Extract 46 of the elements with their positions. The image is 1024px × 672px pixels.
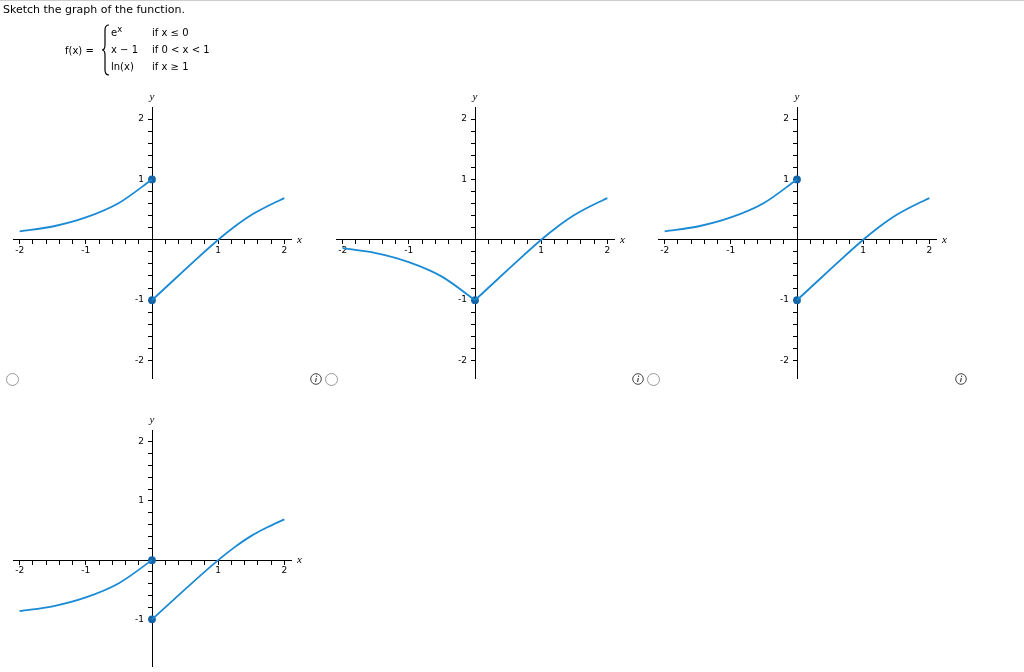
x-tick-label: 2 bbox=[281, 564, 288, 575]
text: ln(x) bbox=[111, 61, 134, 72]
text: f(x) = bbox=[65, 45, 94, 56]
x-axis-title: x bbox=[619, 232, 625, 245]
y-tick-label: -1 bbox=[135, 294, 144, 305]
x-tick-label: -1 bbox=[726, 244, 736, 255]
text: e$^{x}$ bbox=[111, 24, 123, 39]
y-tick-label: -2 bbox=[780, 354, 789, 365]
text: if x ≥ 1 bbox=[152, 61, 189, 72]
text: Sketch the graph of the function. bbox=[3, 3, 185, 16]
y-axis-title: y bbox=[148, 90, 155, 103]
y-axis-title: y bbox=[148, 413, 155, 426]
y-tick-label: 2 bbox=[138, 113, 144, 124]
x-tick-label: 2 bbox=[281, 244, 288, 255]
x-tick-label: -1 bbox=[81, 564, 91, 575]
x-tick-label: 1 bbox=[215, 244, 222, 255]
x-tick-label: 2 bbox=[604, 244, 611, 255]
x-tick-label: 2 bbox=[926, 244, 933, 255]
x-axis-title: x bbox=[296, 232, 302, 245]
y-tick-label: -1 bbox=[780, 294, 789, 305]
x-tick-label: 1 bbox=[538, 244, 545, 255]
text: if x ≤ 0 bbox=[152, 27, 189, 38]
x-tick-label: -1 bbox=[81, 244, 91, 255]
x-tick-label: 1 bbox=[860, 244, 867, 255]
x-axis-title: x bbox=[296, 553, 302, 566]
y-tick-label: 1 bbox=[138, 173, 144, 184]
y-tick-label: 1 bbox=[461, 173, 467, 184]
y-tick-label: 1 bbox=[138, 495, 144, 506]
y-tick-label: 2 bbox=[138, 436, 144, 447]
text: x − 1 bbox=[111, 44, 139, 55]
y-tick-label: 2 bbox=[461, 113, 467, 124]
x-tick-label: -2 bbox=[15, 244, 25, 255]
text: if 0 < x < 1 bbox=[152, 44, 210, 55]
y-tick-label: -2 bbox=[458, 354, 467, 365]
y-axis-title: y bbox=[471, 90, 478, 103]
y-tick-label: 1 bbox=[783, 173, 789, 184]
x-axis-title: x bbox=[941, 232, 947, 245]
y-tick-label: 2 bbox=[783, 113, 789, 124]
x-tick-label: -2 bbox=[15, 564, 25, 575]
x-tick-label: -2 bbox=[660, 244, 670, 255]
y-tick-label: -2 bbox=[135, 354, 144, 365]
x-tick-label: 1 bbox=[215, 564, 222, 575]
y-tick-label: -1 bbox=[458, 294, 467, 305]
y-tick-label: -1 bbox=[135, 613, 144, 624]
x-tick-label: -1 bbox=[404, 244, 414, 255]
y-axis-title: y bbox=[793, 90, 800, 103]
